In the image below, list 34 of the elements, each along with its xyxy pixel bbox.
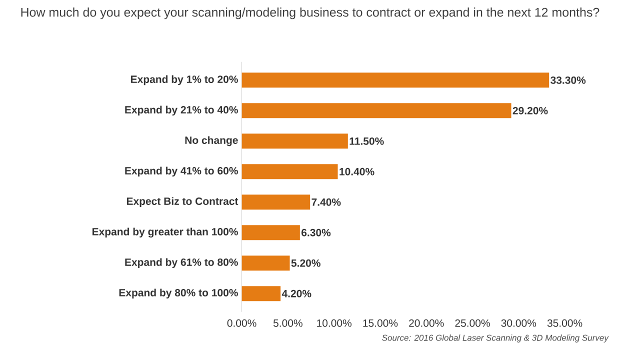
chart-title: How much do you expect your scanning/modeling business to contract or expand in the next 12 months? (21, 8, 600, 20)
y-tick-label: Expand by greater than 100% (92, 228, 238, 238)
data-label: 11.50% (350, 137, 384, 145)
bar (242, 286, 281, 302)
x-tick-label: 0.00% (227, 319, 256, 327)
bar (242, 134, 348, 149)
y-tick-label: No change (185, 136, 238, 146)
data-label: 33.30% (550, 76, 586, 84)
x-tick-label: 20.00% (409, 319, 444, 327)
data-label: 29.20% (512, 106, 548, 114)
y-tick-label: Expand by 21% to 40% (125, 106, 238, 116)
bar (242, 194, 310, 210)
bar (242, 256, 290, 271)
data-label: 4.20% (282, 290, 312, 298)
y-tick-label: Expand by 41% to 60% (125, 166, 238, 177)
y-tick-label: Expand by 61% to 80% (125, 258, 238, 268)
x-tick-label: 15.00% (363, 319, 398, 327)
y-tick-label: Expand by 80% to 100% (119, 288, 238, 298)
y-tick-label: Expect Biz to Contract (126, 197, 238, 208)
data-label: 7.40% (312, 198, 341, 206)
bar (242, 72, 550, 88)
data-label: 5.20% (291, 259, 320, 267)
x-tick-label: 5.00% (273, 319, 302, 327)
x-tick-label: 25.00% (455, 319, 490, 327)
data-label: 6.30% (302, 228, 331, 236)
x-tick-label: 30.00% (501, 319, 536, 327)
x-tick-label: 10.00% (317, 319, 352, 327)
bar (242, 103, 512, 118)
source-note: Source: 2016 Global Laser Scanning & 3D Modeling Survey (382, 334, 609, 342)
data-label: 10.40% (340, 168, 374, 176)
y-tick-label: Expand by 1% to 20% (131, 75, 238, 86)
bar (242, 225, 300, 240)
bar (242, 164, 338, 180)
x-tick-label: 35.00% (547, 319, 582, 327)
